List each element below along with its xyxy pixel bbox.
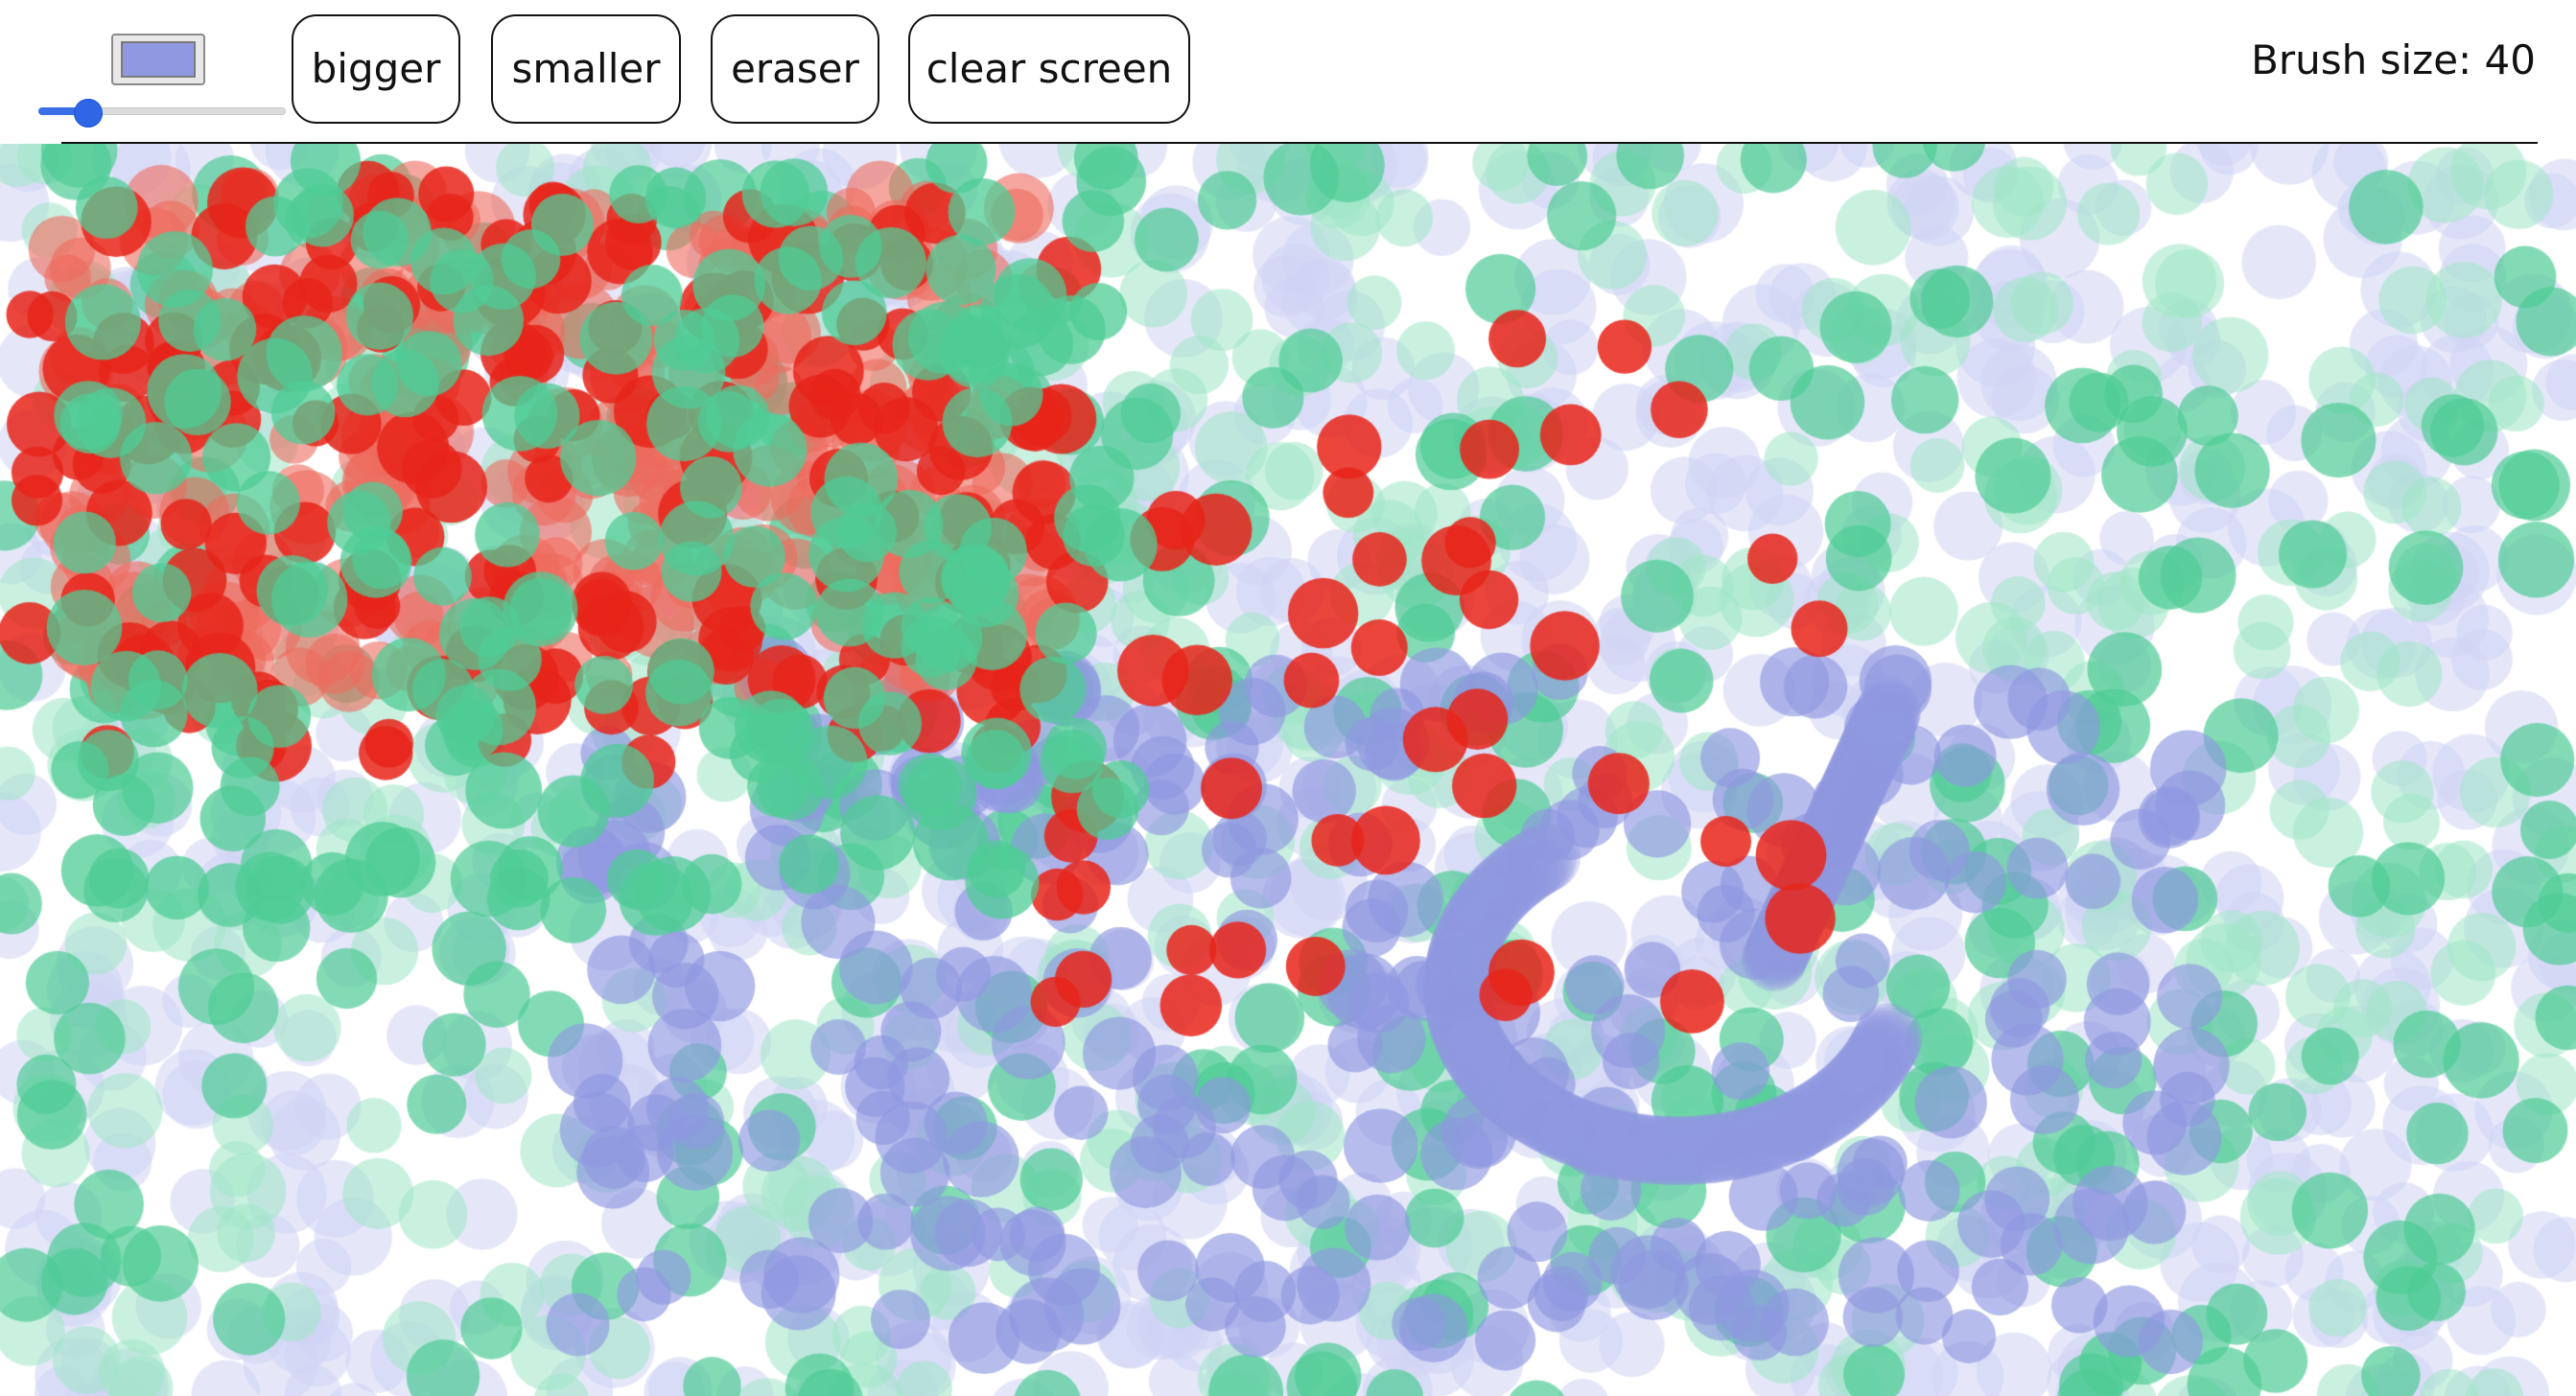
brush-size-readout: Brush size: 40 [2251, 36, 2536, 83]
slider-thumb[interactable] [73, 99, 103, 128]
toolbar-divider [61, 142, 2538, 144]
color-picker[interactable] [111, 34, 205, 85]
slider-fill [38, 107, 88, 115]
smaller-button[interactable]: smaller [491, 14, 681, 124]
toolbar: bigger smaller eraser clear screen Brush… [0, 0, 2576, 144]
color-swatch [121, 41, 196, 78]
brush-size-slider[interactable] [38, 99, 286, 128]
bigger-button[interactable]: bigger [292, 14, 460, 124]
clear-screen-button[interactable]: clear screen [908, 14, 1190, 124]
eraser-button[interactable]: eraser [711, 14, 879, 124]
